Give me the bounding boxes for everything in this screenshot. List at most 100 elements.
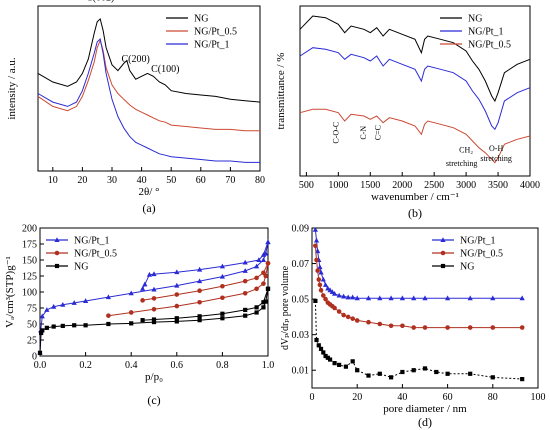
data-point — [411, 295, 417, 301]
x-tick-label: 60 — [196, 175, 206, 186]
data-point — [44, 325, 49, 330]
data-point — [261, 281, 266, 286]
x-tick-label: 0.6 — [171, 360, 184, 371]
data-point — [197, 314, 202, 319]
data-point — [467, 325, 473, 330]
data-point — [388, 295, 394, 301]
x-tick-label: 0.8 — [216, 360, 229, 371]
data-point — [243, 313, 248, 318]
data-point — [105, 294, 111, 300]
data-point — [71, 300, 77, 305]
data-point — [39, 330, 44, 336]
band-label: CH₂ — [459, 146, 473, 155]
data-point — [261, 305, 266, 310]
x-tick-label: 0.2 — [79, 360, 92, 371]
data-point — [261, 270, 266, 276]
data-point — [354, 318, 360, 323]
legend-label: NG — [460, 262, 474, 273]
data-point — [467, 295, 473, 301]
data-point — [197, 266, 203, 272]
plot-frame — [37, 5, 261, 172]
data-point — [313, 298, 318, 303]
legend-label: NG/Pt_0.5 — [74, 249, 117, 260]
data-point — [313, 243, 318, 249]
legend-marker — [54, 250, 60, 256]
data-point — [174, 316, 179, 321]
data-point — [345, 314, 351, 320]
data-point — [146, 271, 153, 277]
data-point — [174, 269, 180, 275]
data-point — [377, 371, 382, 376]
data-point — [265, 286, 271, 291]
peak-label: C(002) — [86, 0, 114, 3]
y-tick-label: 0 — [32, 352, 37, 363]
panel-b-ftir: 500 1000 1500 2000 2500 3000 3500 4000 C-O-C C-N C… — [275, 5, 540, 220]
data-point — [316, 277, 322, 282]
data-point — [256, 257, 262, 262]
x-tick-label: 20 — [352, 392, 362, 403]
legend-marker — [440, 263, 446, 269]
data-point — [254, 286, 259, 292]
x-tick-label: 1500 — [360, 180, 380, 191]
peak-label: C(100) — [151, 64, 179, 75]
x-tick-label: 40 — [397, 392, 407, 403]
data-point — [129, 321, 134, 326]
data-point — [327, 357, 333, 362]
data-point — [366, 373, 371, 378]
data-point — [345, 294, 351, 300]
y-tick-label: 0.01 — [292, 366, 310, 377]
data-point — [197, 288, 202, 294]
data-point — [140, 286, 146, 291]
data-point — [332, 305, 337, 311]
series-line-NG/Pt_1 — [299, 47, 531, 131]
data-point — [128, 310, 134, 315]
data-point — [318, 346, 324, 351]
legend-label: NG/Pt_1 — [460, 236, 496, 247]
data-point — [519, 325, 525, 330]
data-point — [341, 293, 347, 299]
data-point — [40, 328, 45, 333]
panel-a-xrd: 10 20 30 40 50 60 70 80 C(002) C(200)C(100) NG NG/P… — [6, 0, 265, 215]
legend-label: NG/Pt_1 — [468, 27, 504, 38]
data-point — [317, 264, 323, 270]
data-point — [316, 343, 321, 348]
data-point — [39, 313, 45, 319]
x-tick-label: 4000 — [520, 180, 540, 191]
plot-frame — [299, 5, 531, 177]
panel-d-pore-distribution: 0 20 40 60 80 100 0.01 0.03 0.05 0.07 0.09 NG/Pt_1 N… — [280, 224, 546, 430]
series-line-NG/Pt_0.5 — [37, 38, 260, 132]
data-point — [174, 319, 179, 324]
x-tick-label: 3000 — [456, 180, 476, 191]
data-point — [323, 296, 328, 302]
data-point — [261, 300, 266, 305]
x-tick-label: 50 — [166, 175, 176, 186]
data-point — [83, 323, 88, 328]
series-line-NG — [299, 15, 531, 103]
data-point — [389, 375, 394, 380]
data-point — [60, 302, 66, 307]
data-point — [263, 299, 268, 304]
band-label: C-N — [359, 126, 368, 140]
data-point — [220, 316, 225, 321]
data-point — [400, 323, 405, 329]
legend-label: NG/Pt_0.5 — [194, 27, 237, 38]
data-point — [106, 321, 111, 327]
x-tick-label: 1.0 — [262, 360, 275, 371]
data-point — [83, 298, 89, 303]
x-axis-label: 2θ/ ° — [139, 186, 160, 198]
x-tick-label: 60 — [443, 392, 453, 403]
data-point — [219, 273, 225, 279]
y-tick-label: 0.09 — [292, 224, 310, 235]
data-point — [332, 361, 337, 366]
data-point — [151, 296, 157, 301]
data-point — [60, 323, 65, 329]
data-point — [332, 290, 338, 296]
data-point — [314, 257, 319, 263]
series-line-NG/Pt_1 — [37, 38, 260, 163]
panel-label: (c) — [147, 393, 160, 407]
peak-label: C(200) — [122, 54, 150, 65]
data-point — [355, 368, 360, 373]
data-point — [197, 278, 203, 284]
y-tick-label: 0.07 — [292, 259, 310, 270]
